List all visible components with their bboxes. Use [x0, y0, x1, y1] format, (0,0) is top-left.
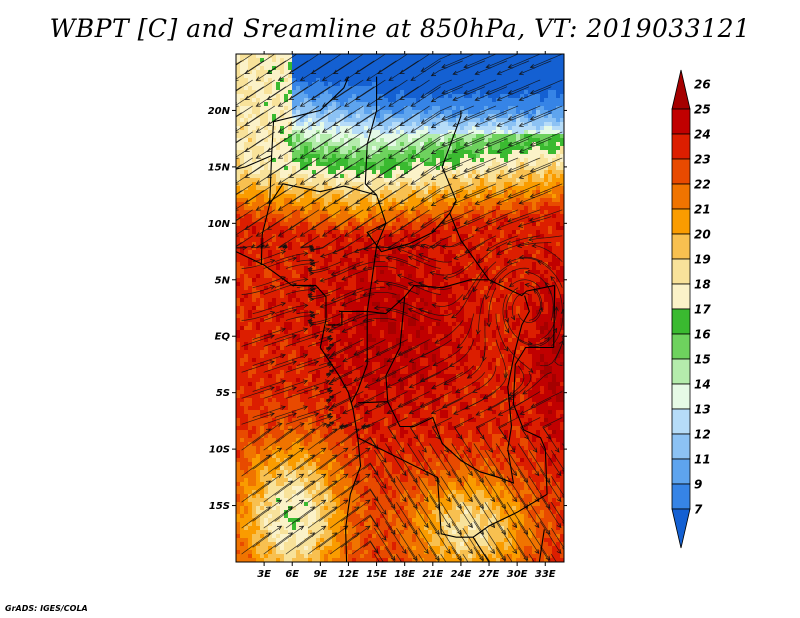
lat-tick-label: 5N	[215, 275, 231, 286]
lon-tick-label: 9E	[313, 569, 327, 580]
colorbar-label: 17	[694, 303, 711, 317]
colorbar-swatch	[671, 458, 691, 485]
lat-tick-label: 10N	[208, 219, 231, 230]
colorbar-label: 25	[694, 103, 711, 117]
colorbar-swatch	[671, 408, 691, 435]
map-axes: 20N 15N 10N 5N EQ 5S 10S 15S 3E 6E 9E 12E 15E 18E 21E 2…	[208, 51, 567, 580]
wbpt-shading	[236, 54, 564, 562]
lon-tick-label: 12E	[338, 569, 359, 580]
lat-tick-label: EQ	[215, 332, 231, 343]
colorbar-swatch	[671, 483, 691, 510]
colorbar-swatch	[671, 69, 691, 110]
colorbar-swatch	[671, 383, 691, 410]
lon-tick-label: 6E	[285, 569, 299, 580]
colorbar-swatch	[671, 508, 691, 549]
colorbar-label: 20	[694, 228, 711, 242]
grads-credit: GrADS: IGES/COLA	[5, 604, 88, 613]
colorbar-swatch	[671, 333, 691, 360]
colorbar-swatch	[671, 258, 691, 285]
lon-tick-label: 15E	[366, 569, 387, 580]
lon-tick-label: 33E	[535, 569, 556, 580]
colorbar-label: 24	[694, 128, 711, 142]
colorbar-label: 15	[694, 353, 711, 367]
colorbar-swatch	[671, 233, 691, 260]
colorbar-label: 13	[694, 403, 711, 417]
map-title: WBPT [C] and Sreamline at 850hPa, VT: 20…	[49, 14, 751, 43]
lon-tick-label: 21E	[422, 569, 443, 580]
lon-tick-label: 30E	[507, 569, 528, 580]
colorbar-swatch	[671, 183, 691, 210]
colorbar-label: 9	[694, 478, 702, 492]
colorbar-swatch	[671, 308, 691, 335]
colorbar-swatch	[671, 283, 691, 310]
country-borders	[236, 76, 556, 562]
colorbar-label: 23	[694, 153, 711, 167]
colorbar-label: 14	[694, 378, 711, 392]
colorbar-label: 16	[694, 328, 711, 342]
lat-tick-label: 10S	[209, 445, 230, 456]
lon-tick-label: 18E	[394, 569, 415, 580]
colorbar-swatch	[671, 433, 691, 460]
colorbar-label: 22	[694, 178, 711, 192]
colorbar-label: 7	[694, 503, 703, 517]
colorbar-swatch	[671, 158, 691, 185]
colorbar-swatch	[671, 358, 691, 385]
lat-tick-label: 20N	[208, 106, 231, 117]
colorbar-label: 21	[694, 203, 711, 217]
colorbar-swatch	[671, 133, 691, 160]
colorbar-label: 12	[694, 428, 711, 442]
colorbar: 26 25 24 23 22 21 20 19 18 17 16 15 14 13 12 11 9 7	[671, 69, 711, 549]
colorbar-swatch	[671, 108, 691, 135]
colorbar-label: 18	[694, 278, 711, 292]
colorbar-label: 11	[694, 453, 711, 467]
lon-tick-label: 3E	[257, 569, 271, 580]
lat-tick-label: 15S	[209, 501, 230, 512]
colorbar-label: 26	[694, 78, 711, 92]
colorbar-swatch	[671, 208, 691, 235]
lat-tick-label: 15N	[208, 162, 231, 173]
colorbar-label: 19	[694, 253, 711, 267]
lon-tick-label: 24E	[451, 569, 472, 580]
lat-tick-label: 5S	[216, 388, 230, 399]
map-frame	[235, 53, 565, 563]
lon-tick-label: 27E	[479, 569, 500, 580]
